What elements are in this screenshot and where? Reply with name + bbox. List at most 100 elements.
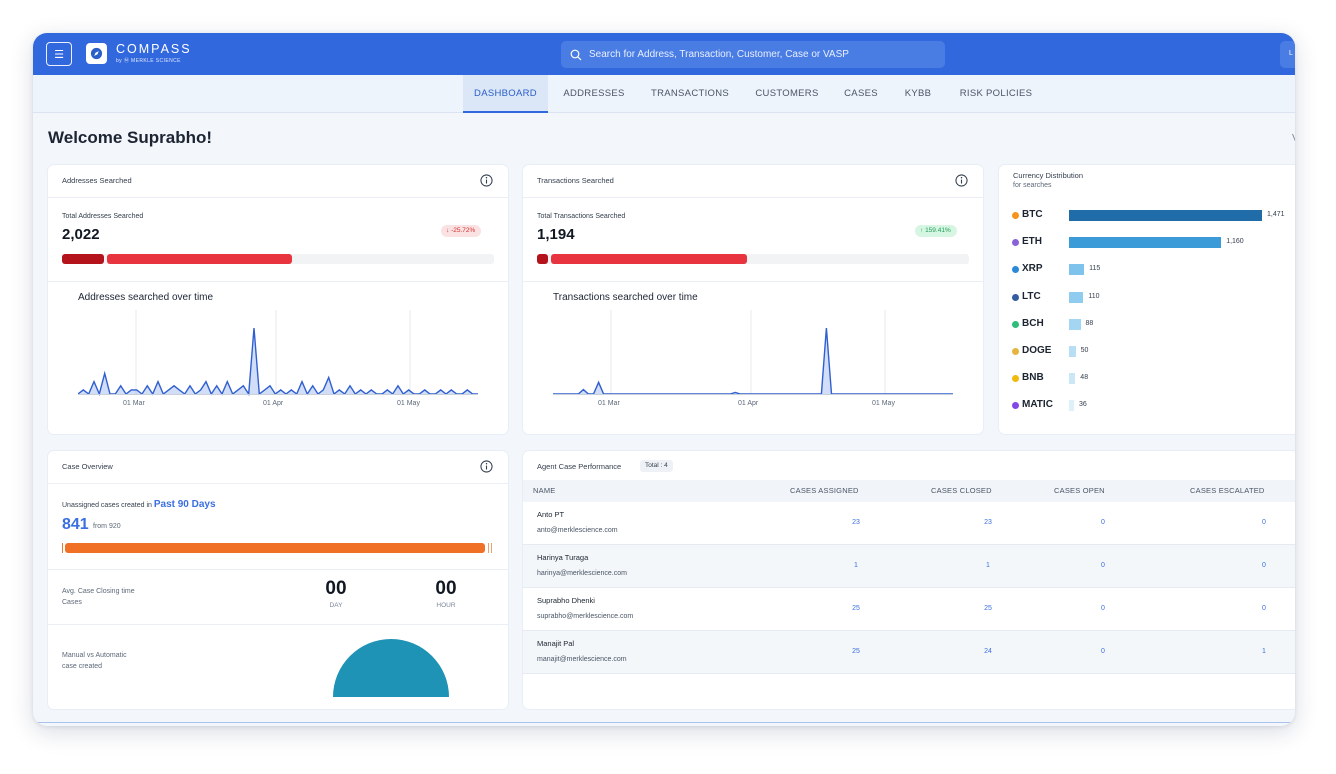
currency-bar[interactable] (1069, 400, 1074, 412)
table-row[interactable]: Harinya Turaga harinya@merklescience.com… (523, 545, 1295, 588)
card-title: Currency Distribution (1013, 171, 1084, 180)
currency-row: LTC 110 (1012, 291, 1292, 305)
info-icon[interactable] (955, 174, 968, 187)
tab-addresses[interactable]: ADDRESSES (563, 88, 625, 99)
progress-tick (491, 543, 492, 553)
currency-value: 110 (1088, 292, 1100, 300)
period-selector[interactable]: Past 90 Days (153, 499, 216, 510)
column-header-escalated[interactable]: CASES ESCALATED (1190, 486, 1265, 495)
tab-transactions[interactable]: TRANSACTIONS (650, 88, 730, 99)
currency-value: 115 (1089, 265, 1101, 273)
share-bar-segment (107, 254, 292, 264)
card-title: Case Overview (62, 462, 113, 471)
table-row[interactable]: Anto PT anto@merklescience.com 23 23 0 0 (523, 502, 1295, 545)
column-header-open[interactable]: CASES OPEN (1054, 486, 1105, 495)
column-header-closed[interactable]: CASES CLOSED (931, 486, 992, 495)
xrp-icon (1012, 266, 1019, 274)
tab-kybb[interactable]: KYBB (904, 88, 932, 99)
currency-name: BNB (1022, 372, 1044, 384)
cases-closed-link[interactable]: 25 (984, 605, 992, 612)
cases-escalated-link[interactable]: 0 (1262, 562, 1266, 569)
table-row[interactable]: Manajit Pal manajit@merklescience.com 25… (523, 631, 1295, 674)
card-title: Transactions Searched (537, 176, 614, 185)
agent-email: anto@merklescience.com (537, 527, 618, 534)
tab-customers[interactable]: CUSTOMERS (755, 88, 819, 99)
divider (48, 624, 508, 625)
agent-name: Manajit Pal (537, 639, 575, 648)
cases-closed-link[interactable]: 1 (986, 562, 990, 569)
cases-assigned-link[interactable]: 25 (852, 605, 860, 612)
currency-name: XRP (1022, 263, 1043, 275)
currency-name: DOGE (1022, 345, 1052, 356)
manual-vs-auto-label: Manual vs Automatic (62, 652, 127, 659)
tab-cases[interactable]: CASES (844, 88, 878, 99)
currency-value: 88 (1085, 319, 1094, 327)
closing-hours: 00 (435, 578, 457, 599)
unassigned-count: 841 (62, 516, 89, 533)
agent-name: Harinya Turaga (537, 553, 589, 562)
cases-assigned-link[interactable]: 23 (852, 519, 860, 526)
info-icon[interactable] (480, 460, 493, 473)
search-input[interactable]: Search for Address, Transaction, Custome… (561, 41, 945, 68)
progress-fill (65, 543, 485, 553)
change-value: -25.72% (451, 227, 476, 234)
x-tick-label: 01 Mar (123, 400, 145, 407)
cases-open-link[interactable]: 0 (1101, 562, 1105, 569)
cases-open-link[interactable]: 0 (1101, 648, 1105, 655)
doge-icon (1012, 348, 1019, 355)
cases-escalated-link[interactable]: 0 (1262, 605, 1266, 612)
divider (523, 281, 983, 282)
currency-bar[interactable] (1069, 264, 1085, 276)
column-header-name[interactable]: NAME (533, 486, 556, 495)
manual-vs-auto-sublabel: case created (62, 663, 103, 670)
cases-escalated-link[interactable]: 0 (1262, 519, 1266, 526)
arrow-up-icon: ↑ (920, 227, 924, 234)
info-icon[interactable] (480, 174, 493, 187)
currency-bar[interactable] (1069, 210, 1262, 221)
currency-name: BCH (1022, 317, 1044, 329)
column-header-assigned[interactable]: CASES ASSIGNED (790, 486, 859, 495)
change-value: 159.41% (925, 227, 951, 234)
table-row[interactable]: Suprabho Dhenki suprabho@merklescience.c… (523, 588, 1295, 631)
currency-bar[interactable] (1069, 373, 1076, 385)
manual-vs-auto-pie-chart (333, 639, 449, 697)
cases-open-link[interactable]: 0 (1101, 519, 1105, 526)
card-subtitle: for searches (1013, 182, 1052, 189)
total-value: 1,194 (537, 226, 575, 243)
bnb-icon (1012, 375, 1019, 383)
cases-assigned-link[interactable]: 1 (854, 562, 858, 569)
currency-bar[interactable] (1069, 318, 1081, 330)
divider (48, 281, 508, 282)
chart-title: Addresses searched over time (78, 292, 214, 303)
total-value: 2,022 (62, 226, 100, 243)
currency-bar[interactable] (1069, 291, 1084, 303)
pie-slice (333, 639, 449, 697)
currency-value: 1,160 (1226, 238, 1244, 246)
currency-row: DOGE 50 (1012, 345, 1292, 359)
share-bar-segment (62, 254, 104, 264)
brand-name: COMPASS (116, 42, 192, 56)
cases-open-link[interactable]: 0 (1101, 605, 1105, 612)
cases-closed-link[interactable]: 23 (984, 519, 992, 526)
closing-days: 00 (325, 578, 347, 599)
cases-closed-link[interactable]: 24 (984, 648, 992, 655)
user-menu-button[interactable]: L (1280, 41, 1295, 68)
eth-icon (1012, 239, 1019, 247)
change-badge: ↑ 159.41% (915, 225, 957, 237)
hours-label: HOUR (436, 602, 456, 609)
currency-value: 1,471 (1267, 211, 1285, 218)
days-label: DAY (329, 602, 343, 609)
unassigned-progress-bar (62, 543, 492, 553)
currency-bar[interactable] (1069, 237, 1222, 249)
tab-dashboard[interactable]: DASHBOARD (463, 75, 548, 113)
menu-button[interactable]: ☰ (46, 42, 72, 66)
share-bar (62, 254, 494, 264)
currency-bar[interactable] (1069, 346, 1076, 357)
cases-escalated-link[interactable]: 1 (1262, 648, 1266, 655)
tab-risk-policies[interactable]: RISK POLICIES (959, 88, 1033, 99)
cases-assigned-link[interactable]: 25 (852, 648, 860, 655)
currency-row: BTC 1,471 (1012, 209, 1292, 223)
agent-email: suprabho@merklescience.com (537, 613, 634, 620)
view-link[interactable]: V (1292, 133, 1295, 144)
addresses-line-chart (78, 310, 478, 397)
